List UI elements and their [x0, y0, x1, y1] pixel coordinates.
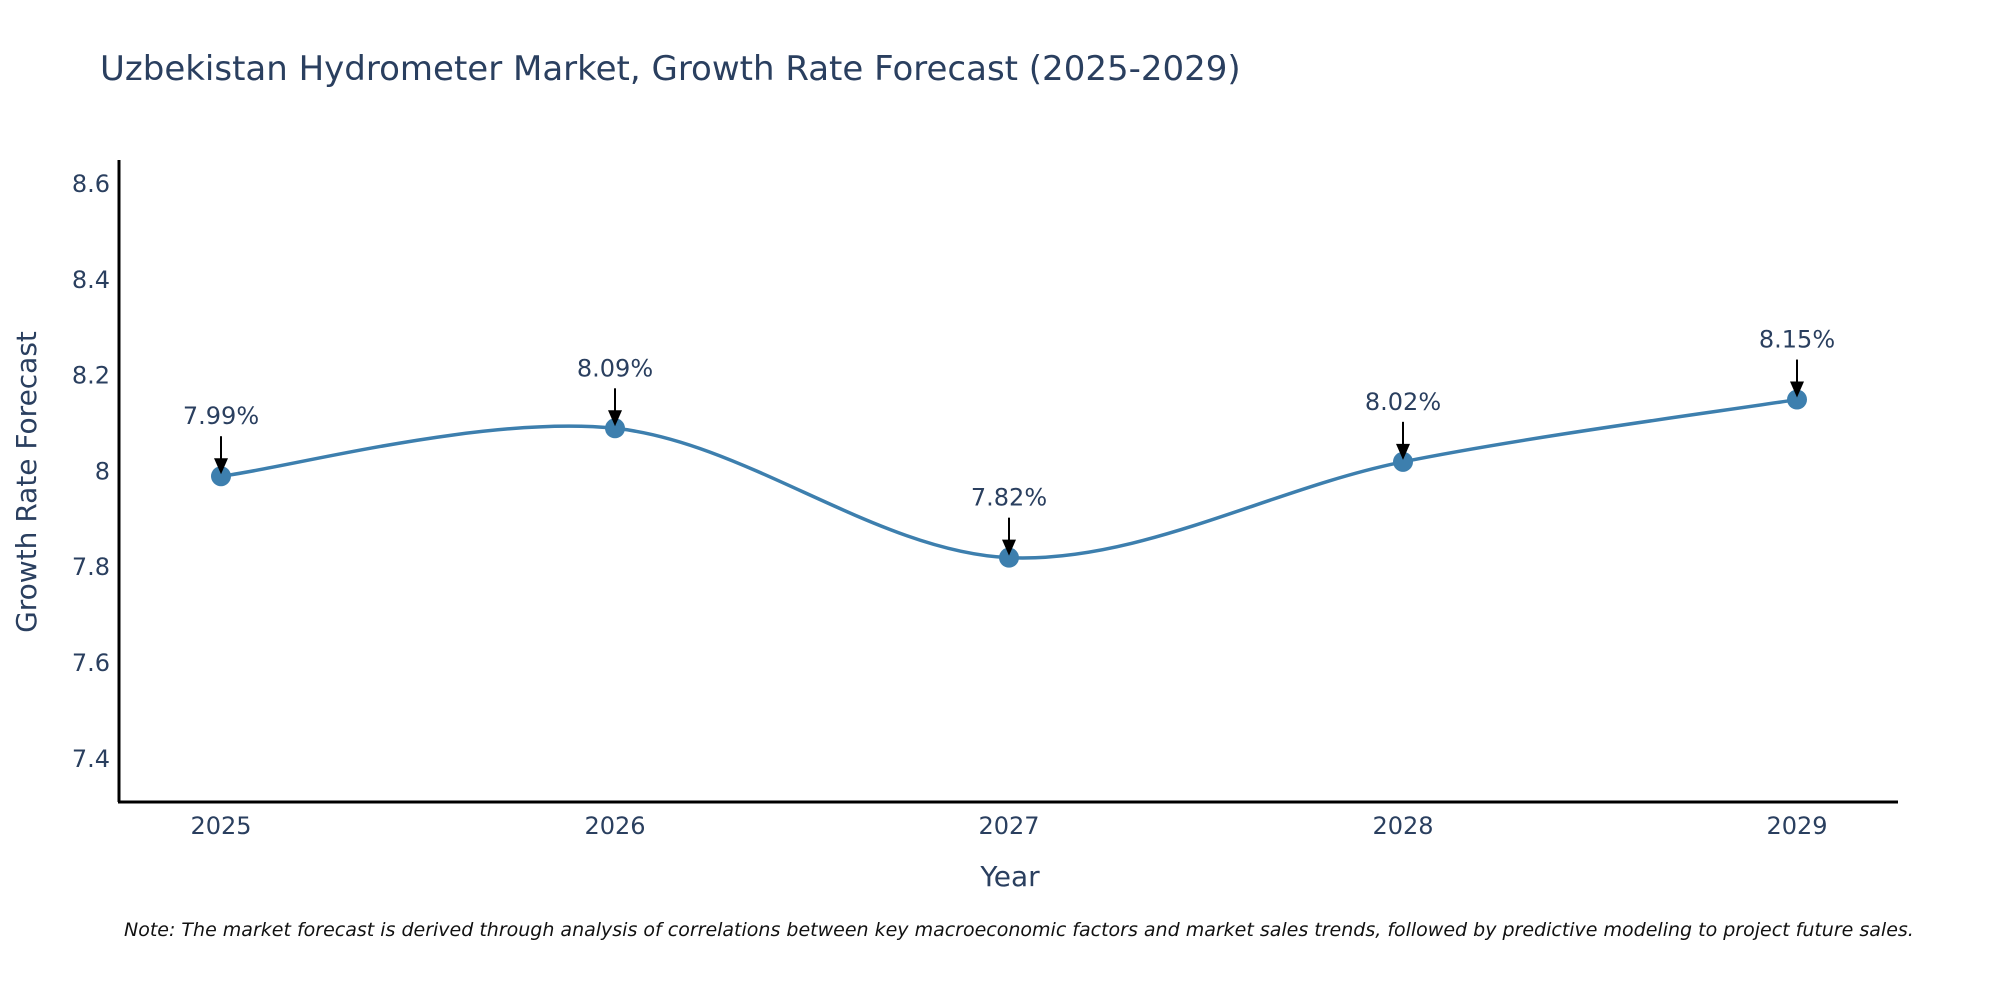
- chart-title: Uzbekistan Hydrometer Market, Growth Rat…: [100, 49, 1241, 89]
- y-tick-label: 8: [95, 457, 110, 485]
- y-axis-title: Growth Rate Forecast: [10, 331, 43, 633]
- y-tick-label: 7.8: [72, 553, 110, 581]
- data-point: [1787, 389, 1807, 410]
- data-point: [999, 547, 1019, 568]
- data-label: 8.09%: [577, 354, 653, 382]
- x-tick-label: 2025: [190, 812, 251, 840]
- y-tick-label: 7.4: [72, 745, 110, 773]
- y-tick-label: 8.2: [72, 362, 110, 390]
- y-axis-ticks: 7.4 7.6 7.8 8 8.2 8.4 8.6: [72, 170, 110, 773]
- annotation-arrowhead: [1002, 539, 1016, 556]
- data-label: 7.82%: [971, 484, 1047, 512]
- x-tick-label: 2026: [584, 812, 645, 840]
- x-tick-label: 2028: [1372, 812, 1433, 840]
- annotation-arrowhead: [1790, 381, 1804, 398]
- x-tick-label: 2029: [1766, 812, 1827, 840]
- annotation-arrowhead: [608, 410, 622, 427]
- y-tick-label: 7.6: [72, 649, 110, 677]
- data-point: [211, 466, 231, 487]
- annotation-arrowhead: [1396, 443, 1410, 460]
- x-tick-label: 2027: [978, 812, 1039, 840]
- data-label: 8.15%: [1759, 326, 1835, 354]
- y-tick-label: 8.6: [72, 170, 110, 198]
- x-axis-title: Year: [979, 860, 1040, 893]
- data-markers: [211, 389, 1807, 568]
- data-point: [1393, 451, 1413, 472]
- data-label: 8.02%: [1365, 388, 1441, 416]
- annotation-arrowhead: [214, 458, 228, 475]
- data-label-annotations: 7.99% 8.09% 7.82% 8.02% 8.15%: [183, 326, 1835, 556]
- y-tick-label: 8.4: [72, 266, 110, 294]
- footnote: Note: The market forecast is derived thr…: [124, 919, 1914, 941]
- data-point: [605, 418, 625, 439]
- data-label: 7.99%: [183, 402, 259, 430]
- x-axis-ticks: 2025 2026 2027 2028 2029: [190, 812, 1827, 840]
